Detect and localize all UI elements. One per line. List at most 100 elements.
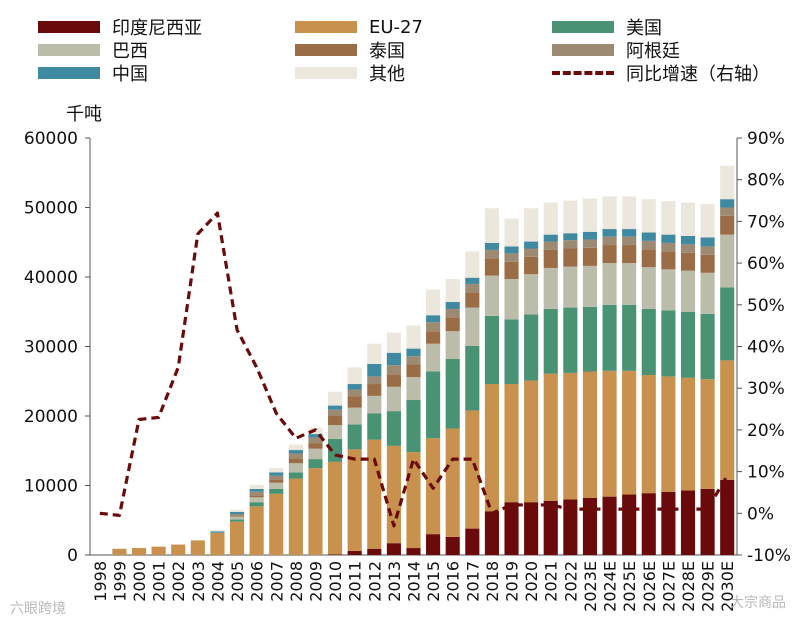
bar-segment: [465, 410, 480, 529]
bar-segment: [426, 371, 441, 439]
bar-segment: [661, 310, 676, 377]
y-right-tick-label: 80%: [747, 171, 785, 191]
bar-segment: [622, 245, 637, 264]
bar-segment: [661, 491, 676, 555]
x-tick-label: 1999: [110, 561, 129, 602]
bar-segment: [288, 458, 303, 464]
y-right-tick-label: 10%: [747, 463, 785, 483]
x-tick-label: 2026E: [640, 561, 659, 612]
bar-segment: [308, 448, 323, 460]
bar-segment: [229, 516, 245, 517]
y-right-tick-label: 70%: [747, 212, 785, 232]
bar-segment: [641, 240, 656, 250]
x-tick-label: 2001: [150, 561, 169, 602]
legend-swatch-eu27: [295, 21, 357, 33]
bar-segment: [386, 365, 401, 375]
bar-segment: [661, 376, 676, 492]
bar-segment: [641, 232, 656, 241]
bar-segment: [328, 405, 343, 410]
bar-segment: [700, 204, 715, 238]
bar-segment: [563, 307, 578, 373]
bar-segment: [190, 540, 205, 555]
x-tick-label: 2012: [365, 561, 384, 602]
x-tick-label: 2013: [385, 561, 404, 602]
bar-segment: [386, 386, 401, 412]
bar-segment: [524, 314, 539, 381]
bar-segment: [465, 345, 480, 411]
bar-segment: [622, 494, 637, 555]
bar-segment: [720, 360, 735, 480]
bar-segment: [602, 229, 617, 237]
x-tick-label: 2019: [503, 561, 522, 602]
bar-segment: [249, 484, 264, 489]
bar-segment: [543, 500, 558, 555]
bar-segment: [680, 244, 696, 253]
legend-swatch-argentina: [552, 44, 614, 56]
bar-segment: [720, 199, 735, 208]
x-tick-label: 2028E: [679, 561, 698, 612]
legend-swatch-brazil: [38, 44, 100, 56]
x-tick-label: 2014: [405, 561, 424, 602]
legend-swatch-other: [295, 67, 357, 79]
x-tick-label: 1998: [91, 561, 110, 602]
bar-segment: [661, 234, 676, 243]
x-tick-label: 2005: [228, 561, 247, 602]
bar-segment: [288, 478, 303, 555]
bar-segment: [288, 453, 303, 459]
x-tick-label: 2027E: [659, 561, 678, 612]
bar-segment: [347, 384, 362, 390]
bar-segment: [308, 459, 323, 469]
bar-segment: [524, 380, 539, 503]
bar-segment: [582, 498, 598, 555]
bar-segment: [504, 218, 519, 247]
bar-segment: [720, 287, 735, 361]
bar-segment: [622, 263, 637, 305]
bar-segment: [328, 425, 343, 439]
legend-item-brazil: 巴西: [38, 39, 148, 62]
bar-segment: [269, 479, 284, 483]
x-tick-label: 2020: [522, 561, 541, 602]
bar-segment: [582, 231, 598, 240]
bar-segment: [661, 201, 676, 235]
legend-label-other: 其他: [369, 64, 405, 85]
bar-segment: [406, 548, 421, 555]
bar-segment: [563, 240, 578, 249]
x-tick-label: 2000: [130, 561, 149, 602]
bar-segment: [504, 279, 519, 320]
bar-segment: [563, 248, 578, 267]
bar-segment: [641, 267, 656, 309]
legend-item-china: 中国: [38, 62, 148, 85]
bar-segment: [661, 242, 676, 252]
bar-segment: [484, 511, 499, 555]
legend-item-growth: 同比增速（右轴）: [552, 62, 770, 85]
x-tick-label: 2003: [189, 561, 208, 602]
watermark-left: 六眼跨境: [10, 601, 66, 617]
y-right-tick-label: 30%: [747, 379, 785, 399]
legend-swatch-usa: [552, 21, 614, 33]
bar-segment: [131, 548, 147, 555]
bar-segment: [700, 246, 715, 255]
bar-segment: [406, 348, 421, 357]
bar-segment: [347, 550, 362, 555]
bar-segment: [602, 196, 617, 230]
bar-segment: [406, 377, 421, 401]
bar-segment: [347, 389, 362, 397]
bar-segment: [347, 449, 362, 551]
bar-segment: [406, 364, 421, 378]
legend-label-eu27: EU-27: [369, 16, 423, 38]
bar-segment: [622, 229, 637, 237]
legend-item-eu27: EU-27: [295, 16, 423, 38]
bar-segment: [229, 509, 245, 512]
bar-segment: [524, 208, 539, 242]
legend-item-indonesia: 印度尼西亚: [38, 16, 202, 39]
bar-segment: [680, 252, 696, 271]
growth-line: [99, 211, 729, 528]
y-left-tick-label: 0: [67, 546, 78, 566]
bar-segment: [700, 272, 715, 314]
bar-segment: [151, 546, 166, 555]
x-tick-label: 2024E: [601, 561, 620, 612]
bar-segment: [445, 359, 460, 429]
bar-segment: [269, 472, 284, 476]
bar-segment: [229, 516, 245, 520]
bar-segment: [426, 534, 441, 555]
